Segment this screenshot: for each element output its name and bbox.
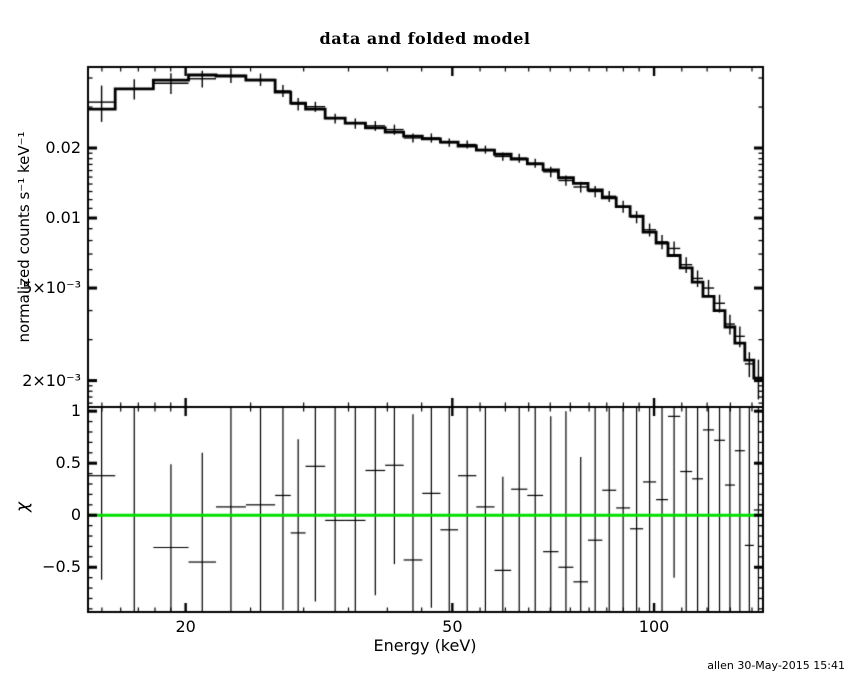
y-axis-label-counts: normalized counts s⁻¹ keV⁻¹ [15, 131, 33, 343]
y-tick-label-counts: 5×10⁻³ [22, 278, 81, 298]
y-tick-label-chi: 1 [70, 401, 81, 421]
y-tick-label-chi: −0.5 [42, 557, 81, 577]
y-axis-label-chi: χ [13, 501, 33, 513]
y-tick-label-counts: 2×10⁻³ [22, 370, 81, 390]
x-tick-label: 50 [442, 617, 463, 636]
x-tick-label: 100 [638, 617, 670, 636]
x-tick-label: 20 [175, 617, 196, 636]
y-tick-label-counts: 0.01 [45, 208, 81, 228]
plot-title: data and folded model [319, 29, 531, 48]
timestamp-watermark: allen 30-May-2015 15:41 [707, 659, 845, 672]
y-tick-label-counts: 0.02 [45, 138, 81, 158]
y-tick-label-chi: 0 [70, 505, 81, 525]
x-axis-label-energy: Energy (keV) [373, 636, 477, 655]
y-tick-label-chi: 0.5 [55, 453, 81, 473]
